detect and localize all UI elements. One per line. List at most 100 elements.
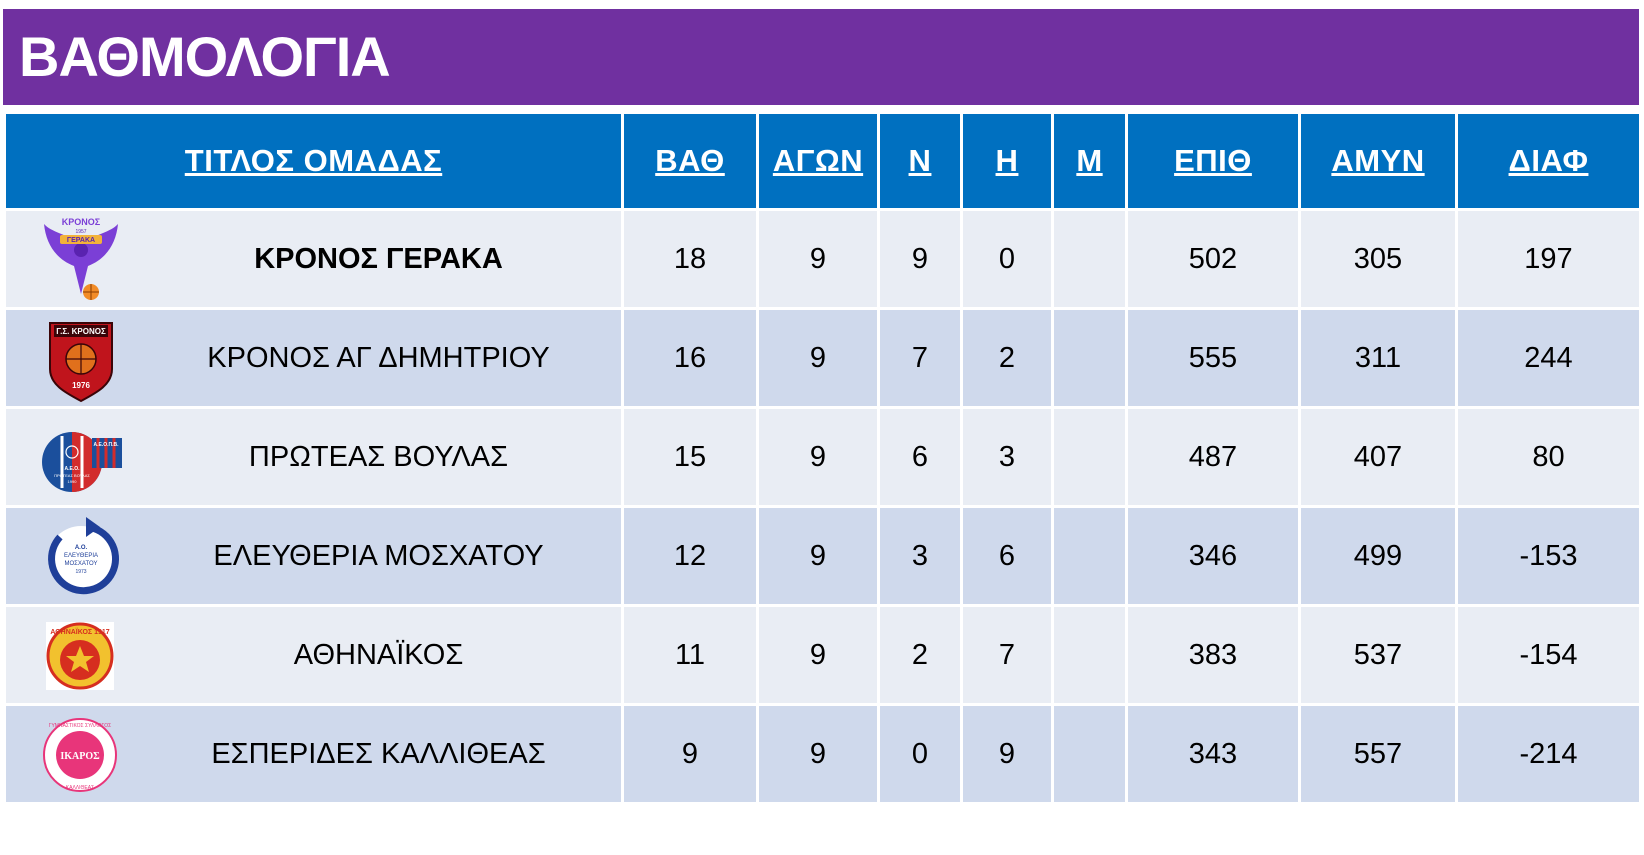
cell-m [1051, 703, 1128, 805]
header-diff: ΔΙΑΦ [1455, 111, 1642, 211]
header-losses: Η [960, 111, 1054, 211]
team-cell: Α.Ο. ΕΛΕΥΘΕΡΙΑ ΜΟΣΧΑΤΟΥ 1973 ΕΛΕΥΘΕΡΙΑ Μ… [3, 505, 624, 607]
header-against: ΑΜΥΝ [1298, 111, 1458, 211]
svg-text:ΙΚΑΡΟΣ: ΙΚΑΡΟΣ [60, 751, 100, 762]
team-name: ΕΣΠΕΡΙΔΕΣ ΚΑΛΛΙΘΕΑΣ [211, 737, 546, 770]
cell-m [1051, 406, 1128, 508]
cell-wins: 6 [877, 406, 963, 508]
cell-wins: 7 [877, 307, 963, 409]
cell-m [1051, 604, 1128, 706]
cell-diff: 244 [1455, 307, 1642, 409]
cell-against: 557 [1298, 703, 1458, 805]
cell-points: 11 [621, 604, 759, 706]
cell-wins: 0 [877, 703, 963, 805]
team-name: ΑΘΗΝΑΪΚΟΣ [293, 638, 464, 671]
table-row: Α.Ο. ΕΛΕΥΘΕΡΙΑ ΜΟΣΧΑΤΟΥ 1973 ΕΛΕΥΘΕΡΙΑ Μ… [3, 505, 1642, 607]
cell-points: 12 [621, 505, 759, 607]
svg-text:1973: 1973 [75, 569, 86, 575]
proteas-voulas-logo: Α.Ε.Ο.Π.Β. Α.Ε.Ο. ΠΡΩΤΕΑΣ ΒΟΥΛΑΣ 1990 [42, 432, 122, 492]
cell-points: 9 [621, 703, 759, 805]
cell-losses: 0 [960, 208, 1054, 310]
team-name: ΕΛΕΥΘΕΡΙΑ ΜΟΣΧΑΤΟΥ [213, 539, 544, 572]
team-name: ΚΡΟΝΟΣ ΓΕΡΑΚΑ [254, 242, 503, 275]
svg-text:Γ.Σ. ΚΡΟΝΟΣ: Γ.Σ. ΚΡΟΝΟΣ [56, 327, 106, 336]
team-name: ΠΡΩΤΕΑΣ ΒΟΥΛΑΣ [248, 440, 509, 473]
svg-text:ΚΡΟΝΟΣ: ΚΡΟΝΟΣ [62, 217, 101, 227]
svg-text:1976: 1976 [72, 381, 90, 390]
cell-diff: -154 [1455, 604, 1642, 706]
cell-against: 537 [1298, 604, 1458, 706]
cell-wins: 9 [877, 208, 963, 310]
cell-wins: 3 [877, 505, 963, 607]
svg-text:ΑΘΗΝΑΪΚΟΣ 1917: ΑΘΗΝΑΪΚΟΣ 1917 [50, 628, 109, 636]
table-row: ΚΡΟΝΟΣ 1957 ΓΕΡΑΚΑ ΚΡΟΝΟΣ ΓΕΡΑΚΑ 18 9 9 … [3, 208, 1642, 310]
cell-losses: 2 [960, 307, 1054, 409]
cell-m [1051, 307, 1128, 409]
svg-text:ΓΕΡΑΚΑ: ΓΕΡΑΚΑ [67, 237, 95, 244]
svg-text:ΕΛΕΥΘΕΡΙΑ: ΕΛΕΥΘΕΡΙΑ [64, 553, 98, 559]
cell-points: 15 [621, 406, 759, 508]
cell-games: 9 [756, 604, 880, 706]
cell-against: 407 [1298, 406, 1458, 508]
team-cell: ΑΘΗΝΑΪΚΟΣ 1917 ΑΘΗΝΑΪΚΟΣ [3, 604, 624, 706]
svg-text:Α.Ε.Ο.Π.Β.: Α.Ε.Ο.Π.Β. [93, 442, 119, 448]
page-title: ΒΑΘΜΟΛΟΓΙΑ [19, 25, 391, 88]
cell-against: 499 [1298, 505, 1458, 607]
cell-diff: -214 [1455, 703, 1642, 805]
cell-losses: 3 [960, 406, 1054, 508]
cell-m [1051, 505, 1128, 607]
cell-points: 16 [621, 307, 759, 409]
cell-for: 502 [1125, 208, 1301, 310]
kronos-geraka-logo: ΚΡΟΝΟΣ 1957 ΓΕΡΑΚΑ [44, 217, 118, 300]
header-row: ΤΙΤΛΟΣ ΟΜΑΔΑΣ ΒΑΘ ΑΓΩΝ Ν Η Μ ΕΠΙΘ ΑΜΥΝ Δ… [3, 111, 1642, 211]
svg-text:1990: 1990 [68, 479, 78, 484]
team-cell: ΓΥΜΝΑΣΤΙΚΟΣ ΣΥΛΛΟΓΟΣ ΙΚΑΡΟΣ ΚΑΛΛΙΘΕΑΣ ΕΣ… [3, 703, 624, 805]
cell-m [1051, 208, 1128, 310]
athinaikos-logo: ΑΘΗΝΑΪΚΟΣ 1917 [46, 622, 114, 690]
svg-text:ΠΡΩΤΕΑΣ ΒΟΥΛΑΣ: ΠΡΩΤΕΑΣ ΒΟΥΛΑΣ [54, 473, 90, 478]
cell-for: 343 [1125, 703, 1301, 805]
cell-wins: 2 [877, 604, 963, 706]
standings-table: ΤΙΤΛΟΣ ΟΜΑΔΑΣ ΒΑΘ ΑΓΩΝ Ν Η Μ ΕΠΙΘ ΑΜΥΝ Δ… [3, 111, 1642, 805]
cell-for: 555 [1125, 307, 1301, 409]
header-games: ΑΓΩΝ [756, 111, 880, 211]
cell-for: 487 [1125, 406, 1301, 508]
svg-text:ΚΑΛΛΙΘΕΑΣ: ΚΑΛΛΙΘΕΑΣ [66, 785, 94, 791]
ikaros-kallitheas-logo: ΓΥΜΝΑΣΤΙΚΟΣ ΣΥΛΛΟΓΟΣ ΙΚΑΡΟΣ ΚΑΛΛΙΘΕΑΣ [43, 718, 117, 792]
svg-text:ΓΥΜΝΑΣΤΙΚΟΣ ΣΥΛΛΟΓΟΣ: ΓΥΜΝΑΣΤΙΚΟΣ ΣΥΛΛΟΓΟΣ [49, 723, 112, 729]
cell-games: 9 [756, 307, 880, 409]
title-bar: ΒΑΘΜΟΛΟΓΙΑ [3, 9, 1639, 105]
table-row: Α.Ε.Ο.Π.Β. Α.Ε.Ο. ΠΡΩΤΕΑΣ ΒΟΥΛΑΣ 1990 ΠΡ… [3, 406, 1642, 508]
header-wins: Ν [877, 111, 963, 211]
cell-against: 305 [1298, 208, 1458, 310]
cell-games: 9 [756, 505, 880, 607]
cell-for: 346 [1125, 505, 1301, 607]
cell-losses: 7 [960, 604, 1054, 706]
svg-text:Α.Ο.: Α.Ο. [75, 545, 88, 551]
table-row: Γ.Σ. ΚΡΟΝΟΣ 1976 ΚΡΟΝΟΣ ΑΓ ΔΗΜΗΤΡΙΟΥ 16 … [3, 307, 1642, 409]
svg-text:1957: 1957 [75, 229, 86, 235]
eleftheria-moschatou-logo: Α.Ο. ΕΛΕΥΘΕΡΙΑ ΜΟΣΧΑΤΟΥ 1973 [48, 517, 120, 595]
header-points: ΒΑΘ [621, 111, 759, 211]
header-m: Μ [1051, 111, 1128, 211]
svg-text:ΜΟΣΧΑΤΟΥ: ΜΟΣΧΑΤΟΥ [65, 561, 98, 567]
header-team: ΤΙΤΛΟΣ ΟΜΑΔΑΣ [3, 111, 624, 211]
table-row: ΓΥΜΝΑΣΤΙΚΟΣ ΣΥΛΛΟΓΟΣ ΙΚΑΡΟΣ ΚΑΛΛΙΘΕΑΣ ΕΣ… [3, 703, 1642, 805]
cell-diff: -153 [1455, 505, 1642, 607]
cell-games: 9 [756, 208, 880, 310]
table-row: ΑΘΗΝΑΪΚΟΣ 1917 ΑΘΗΝΑΪΚΟΣ 11 9 2 7 383 53… [3, 604, 1642, 706]
cell-diff: 80 [1455, 406, 1642, 508]
kronos-ag-dimitriou-logo: Γ.Σ. ΚΡΟΝΟΣ 1976 [49, 322, 113, 403]
svg-text:Α.Ε.Ο.: Α.Ε.Ο. [64, 466, 80, 472]
cell-losses: 9 [960, 703, 1054, 805]
cell-points: 18 [621, 208, 759, 310]
cell-for: 383 [1125, 604, 1301, 706]
cell-losses: 6 [960, 505, 1054, 607]
cell-against: 311 [1298, 307, 1458, 409]
team-name: ΚΡΟΝΟΣ ΑΓ ΔΗΜΗΤΡΙΟΥ [207, 341, 550, 374]
cell-games: 9 [756, 406, 880, 508]
team-cell: Α.Ε.Ο.Π.Β. Α.Ε.Ο. ΠΡΩΤΕΑΣ ΒΟΥΛΑΣ 1990 ΠΡ… [3, 406, 624, 508]
team-cell: ΚΡΟΝΟΣ 1957 ΓΕΡΑΚΑ ΚΡΟΝΟΣ ΓΕΡΑΚΑ [3, 208, 624, 310]
header-for: ΕΠΙΘ [1125, 111, 1301, 211]
cell-games: 9 [756, 703, 880, 805]
